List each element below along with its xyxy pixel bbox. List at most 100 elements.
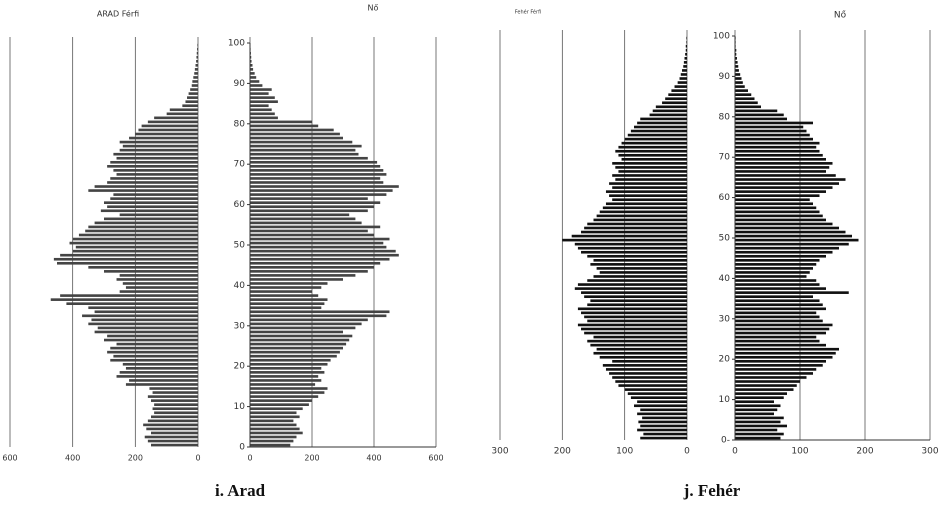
- bar: [250, 266, 374, 269]
- y-tick-label: 60: [234, 200, 246, 210]
- bar: [735, 230, 846, 234]
- bar: [250, 197, 368, 200]
- bar: [590, 343, 687, 347]
- bar: [147, 439, 198, 443]
- x-tick-label: 600: [428, 454, 443, 463]
- bar: [596, 267, 687, 270]
- bar: [250, 407, 303, 411]
- bar: [250, 286, 322, 289]
- bar: [735, 69, 739, 72]
- bar: [735, 283, 820, 286]
- bar: [250, 84, 263, 87]
- y-tick-label: 60: [719, 193, 731, 203]
- bar: [615, 178, 687, 181]
- bar: [612, 376, 687, 379]
- bar: [735, 105, 761, 109]
- bar: [250, 367, 322, 370]
- bar: [735, 73, 741, 76]
- x-tick-label: 0: [684, 447, 690, 457]
- bar: [250, 148, 356, 152]
- bar: [250, 165, 381, 168]
- bar: [679, 77, 687, 80]
- bar: [250, 72, 255, 75]
- bar: [250, 427, 300, 431]
- bar: [735, 153, 823, 157]
- bar: [571, 234, 687, 238]
- bar: [250, 185, 399, 188]
- bar: [640, 436, 687, 440]
- bar: [735, 182, 839, 185]
- bar: [250, 387, 328, 390]
- x-tick-label: 0: [247, 454, 252, 463]
- bar: [195, 64, 198, 67]
- bar: [602, 364, 687, 367]
- bar: [735, 226, 839, 230]
- bar: [735, 166, 830, 169]
- bar: [735, 222, 833, 226]
- bar: [193, 76, 198, 79]
- bar: [110, 346, 198, 350]
- bar: [584, 315, 687, 319]
- bar: [735, 343, 826, 347]
- bar: [185, 100, 198, 103]
- y-tick-label: 20: [719, 355, 731, 365]
- y-tick-label: 70: [234, 160, 246, 170]
- bar: [735, 428, 778, 432]
- bar: [735, 287, 826, 290]
- bar: [587, 303, 687, 307]
- bar: [599, 271, 687, 274]
- bar: [116, 278, 198, 281]
- bar: [250, 132, 340, 136]
- bar: [250, 96, 275, 99]
- bar: [110, 177, 198, 180]
- bar: [735, 141, 820, 145]
- bar: [75, 245, 198, 249]
- bar: [609, 194, 687, 197]
- bar: [735, 210, 820, 214]
- bar: [735, 380, 800, 383]
- bar: [735, 77, 742, 80]
- bar: [735, 360, 826, 363]
- bar: [593, 275, 687, 278]
- bar: [605, 190, 687, 193]
- bar: [104, 338, 198, 342]
- bar: [107, 205, 198, 209]
- x-tick-label: 200: [128, 454, 143, 463]
- bar: [250, 225, 381, 229]
- bar: [735, 355, 833, 359]
- bar: [72, 249, 198, 253]
- bar: [250, 310, 390, 314]
- bar: [250, 362, 328, 366]
- bar: [119, 274, 198, 277]
- bar: [250, 241, 384, 245]
- bar: [735, 125, 804, 129]
- bar: [119, 140, 198, 144]
- bar: [735, 194, 820, 197]
- bar: [581, 250, 687, 254]
- bar: [146, 427, 198, 431]
- bar: [151, 443, 198, 447]
- bar: [250, 439, 294, 443]
- bar: [169, 108, 198, 112]
- bar: [192, 80, 198, 83]
- bar: [250, 156, 368, 160]
- bar: [640, 408, 687, 412]
- bar: [196, 51, 198, 55]
- y-tick-label: 80: [234, 119, 246, 129]
- bar: [197, 43, 198, 47]
- bar: [250, 346, 343, 350]
- bar: [250, 100, 278, 103]
- bar: [57, 261, 198, 265]
- bar: [624, 388, 687, 391]
- bar: [735, 61, 738, 64]
- x-tick-label: 300: [491, 447, 508, 457]
- bar: [85, 229, 198, 233]
- bar: [640, 117, 687, 121]
- legend-label: ARAD Férfi: [97, 9, 139, 19]
- bar: [735, 234, 852, 238]
- bar: [60, 294, 199, 297]
- bar: [113, 354, 198, 358]
- bar: [584, 226, 687, 230]
- bar: [584, 295, 687, 298]
